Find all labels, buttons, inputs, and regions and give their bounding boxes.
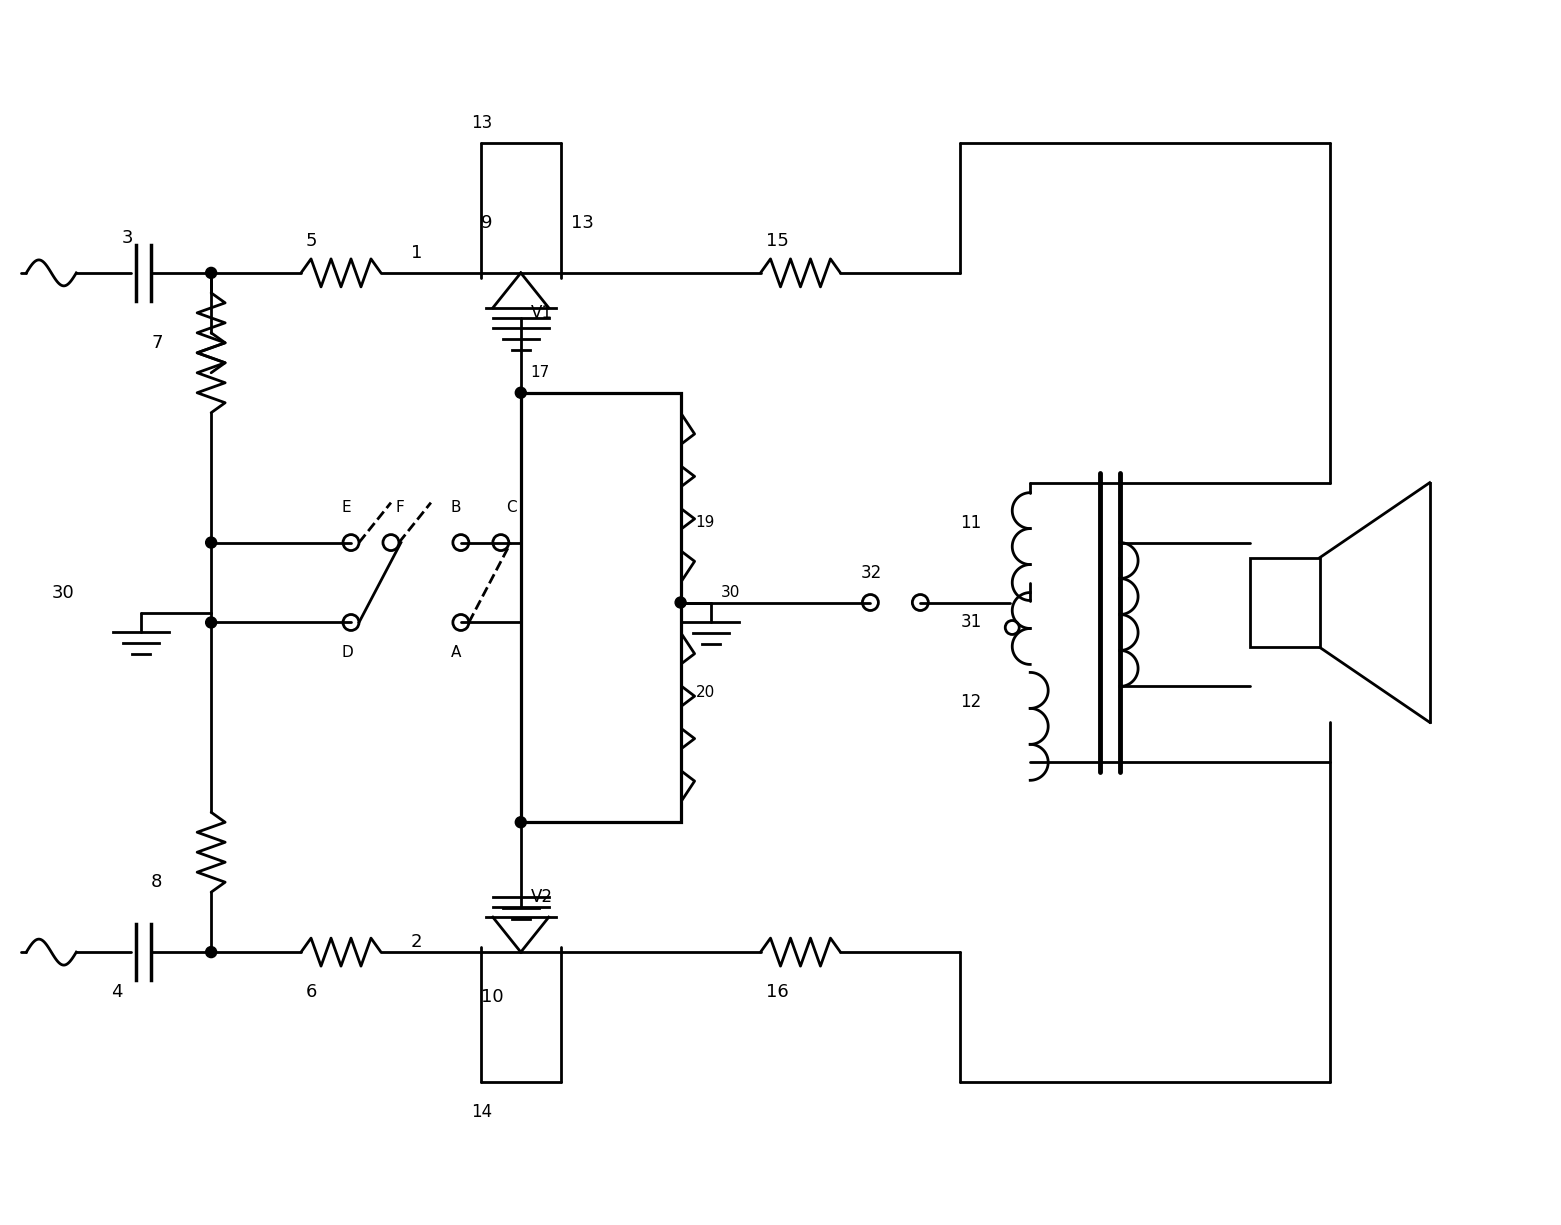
Text: 16: 16 [765, 984, 788, 1001]
Text: 12: 12 [960, 693, 982, 712]
Text: 9: 9 [481, 214, 492, 232]
Text: 7: 7 [151, 333, 162, 352]
Text: V2: V2 [531, 888, 553, 906]
Text: 20: 20 [696, 685, 715, 699]
Text: 30: 30 [721, 586, 740, 600]
Text: 15: 15 [765, 232, 788, 250]
Text: 11: 11 [960, 513, 982, 532]
Text: 13: 13 [471, 114, 492, 132]
Bar [521, 393, 681, 822]
Text: 30: 30 [52, 583, 73, 601]
Circle shape [206, 537, 217, 548]
Circle shape [515, 817, 526, 828]
Text: 1: 1 [411, 244, 423, 262]
Circle shape [206, 267, 217, 278]
Text: 4: 4 [111, 984, 123, 1001]
Circle shape [674, 597, 687, 608]
Text: 10: 10 [481, 989, 504, 1006]
Text: A: A [451, 644, 460, 660]
Text: 17: 17 [531, 365, 549, 380]
Text: 8: 8 [151, 873, 162, 892]
Text: B: B [451, 500, 462, 516]
Circle shape [206, 617, 217, 628]
Text: 2: 2 [411, 933, 423, 951]
Text: 3: 3 [122, 229, 133, 247]
Text: F: F [396, 500, 404, 516]
Text: 6: 6 [306, 984, 317, 1001]
Text: 32: 32 [860, 564, 882, 582]
Text: C: C [506, 500, 517, 516]
Text: 5: 5 [306, 232, 317, 250]
Text: 18: 18 [531, 795, 549, 810]
Text: 31: 31 [960, 614, 982, 632]
Text: E: E [340, 500, 351, 516]
Text: D: D [340, 644, 353, 660]
Bar [1250, 557, 1321, 648]
Circle shape [515, 387, 526, 398]
Text: 14: 14 [471, 1102, 492, 1121]
Text: 13: 13 [571, 214, 593, 232]
Circle shape [206, 947, 217, 958]
Text: V1: V1 [531, 304, 553, 322]
Text: 19: 19 [696, 514, 715, 530]
